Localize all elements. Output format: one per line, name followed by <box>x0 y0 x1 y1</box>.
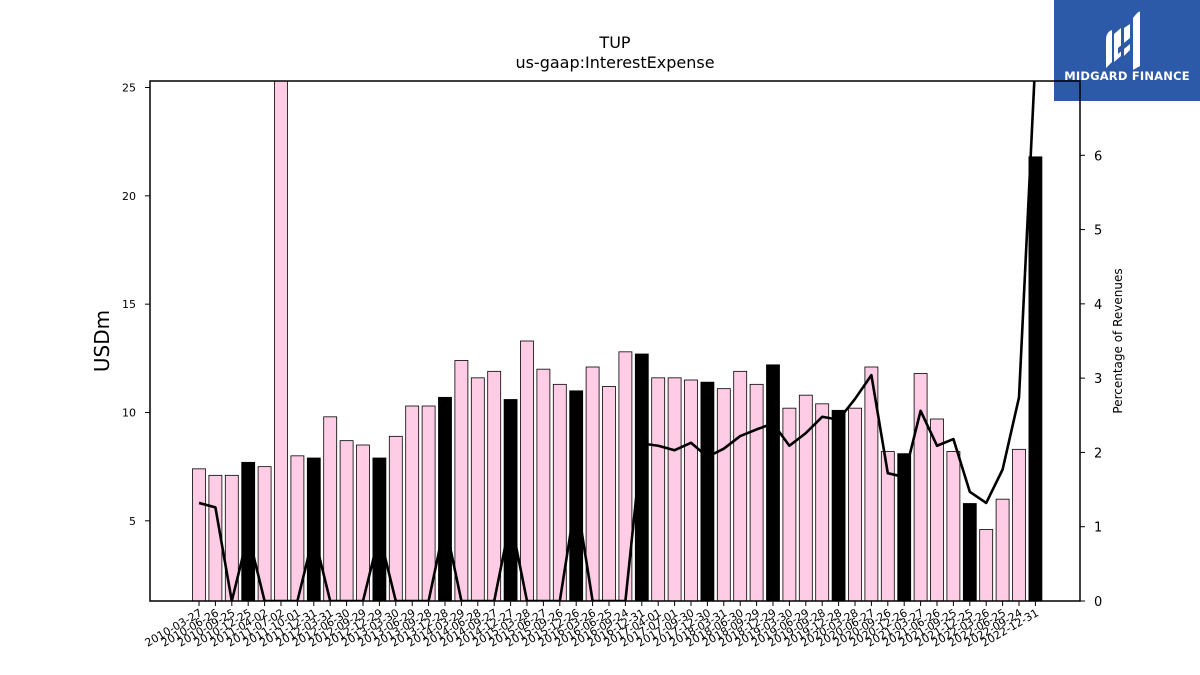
logo-mark-icon <box>1106 11 1140 71</box>
y2-tick-label-3: 3 <box>1094 372 1102 387</box>
y2-tick-label-6: 6 <box>1094 149 1102 164</box>
y2-tick-label-2: 2 <box>1094 446 1102 461</box>
y2-tick-label-1: 1 <box>1094 521 1102 536</box>
bar-2013-03-30 <box>388 435 403 601</box>
y-axis-right: 0 1 2 3 4 5 6 <box>1080 149 1102 610</box>
pct-line-series <box>198 81 1036 601</box>
y-axis-label: USDm <box>90 310 114 372</box>
y-tick-label-25: 25 <box>122 82 136 95</box>
chart-title: TUP <box>598 33 630 52</box>
bar-2017-09-30 <box>684 379 698 601</box>
bar-2018-09-29 <box>749 383 764 601</box>
bar-2018-12-29 <box>766 364 780 601</box>
bar-2015-06-27 <box>536 368 551 601</box>
bar-2014-06-28 <box>470 377 485 601</box>
bar-2018-06-30 <box>733 370 748 601</box>
bar-2012-09-29 <box>356 444 370 601</box>
bar-2014-09-27 <box>487 370 502 601</box>
bar-2012-03-31 <box>323 416 338 601</box>
bar-2015-03-28 <box>520 340 534 601</box>
bar-2022-03-26 <box>979 529 994 601</box>
bar-2021-12-25 <box>962 503 977 601</box>
y2-tick-label-5: 5 <box>1094 224 1102 239</box>
bar-2021-09-25 <box>946 451 961 601</box>
bar-2019-06-29 <box>798 394 813 601</box>
pct-revenue-line <box>198 81 1036 601</box>
bar-2017-12-30 <box>700 381 715 601</box>
bar-2017-04-01 <box>651 377 666 601</box>
y2-tick-label-0: 0 <box>1094 595 1102 610</box>
bar-2020-09-26 <box>880 451 895 601</box>
logo-text: MIDGARD FINANCE <box>1064 69 1190 83</box>
bar-2013-06-29 <box>405 405 420 601</box>
bar-2021-03-27 <box>913 373 928 601</box>
bar-series <box>192 81 1043 601</box>
midgard-finance-logo: MIDGARD FINANCE <box>1054 0 1200 101</box>
bar-2019-09-28 <box>815 403 830 601</box>
bar-2019-12-28 <box>831 409 846 601</box>
bar-2020-12-26 <box>897 453 912 601</box>
bar-2022-12-31 <box>1028 156 1043 601</box>
bar-2016-03-26 <box>585 366 600 601</box>
bar-2021-06-26 <box>930 418 944 601</box>
bar-2010-12-25 <box>241 461 256 601</box>
plot-frame <box>149 80 1081 602</box>
bar-2014-12-27 <box>503 399 518 601</box>
bar-2017-07-01 <box>667 377 682 601</box>
bar-2011-12-31 <box>306 457 321 601</box>
bar-2012-12-29 <box>372 457 387 601</box>
bar-2020-03-28 <box>848 407 862 601</box>
y2-axis-label: Percentage of Revenues <box>1111 268 1125 413</box>
bar-2022-09-24 <box>1012 448 1026 601</box>
bar-2022-06-25 <box>995 498 1010 601</box>
y-tick-label-5: 5 <box>129 515 136 528</box>
bar-2014-03-29 <box>454 360 469 601</box>
y2-tick-label-4: 4 <box>1094 298 1102 313</box>
chart-subtitle: us-gaap:InterestExpense <box>515 53 714 72</box>
bar-2020-06-27 <box>864 366 879 601</box>
x-axis: 2010-03-272010-06-262010-09-252010-12-25… <box>143 601 1041 650</box>
bar-2012-06-30 <box>339 440 354 601</box>
y-tick-label-10: 10 <box>122 407 136 420</box>
y-axis-left: 5 10 15 20 25 <box>122 82 150 528</box>
bar-2010-03-27 <box>192 468 206 601</box>
bar-2016-06-25 <box>602 386 616 601</box>
y-tick-label-15: 15 <box>122 298 136 311</box>
bar-2019-03-30 <box>782 407 797 601</box>
bar-2011-04-02 <box>257 466 272 601</box>
bar-2018-03-31 <box>716 388 731 601</box>
bar-2011-07-02 <box>274 81 288 601</box>
y-tick-label-20: 20 <box>122 190 136 203</box>
bar-2013-12-28 <box>438 396 452 601</box>
bar-2013-09-28 <box>421 405 436 601</box>
bar-2016-12-31 <box>634 353 649 601</box>
